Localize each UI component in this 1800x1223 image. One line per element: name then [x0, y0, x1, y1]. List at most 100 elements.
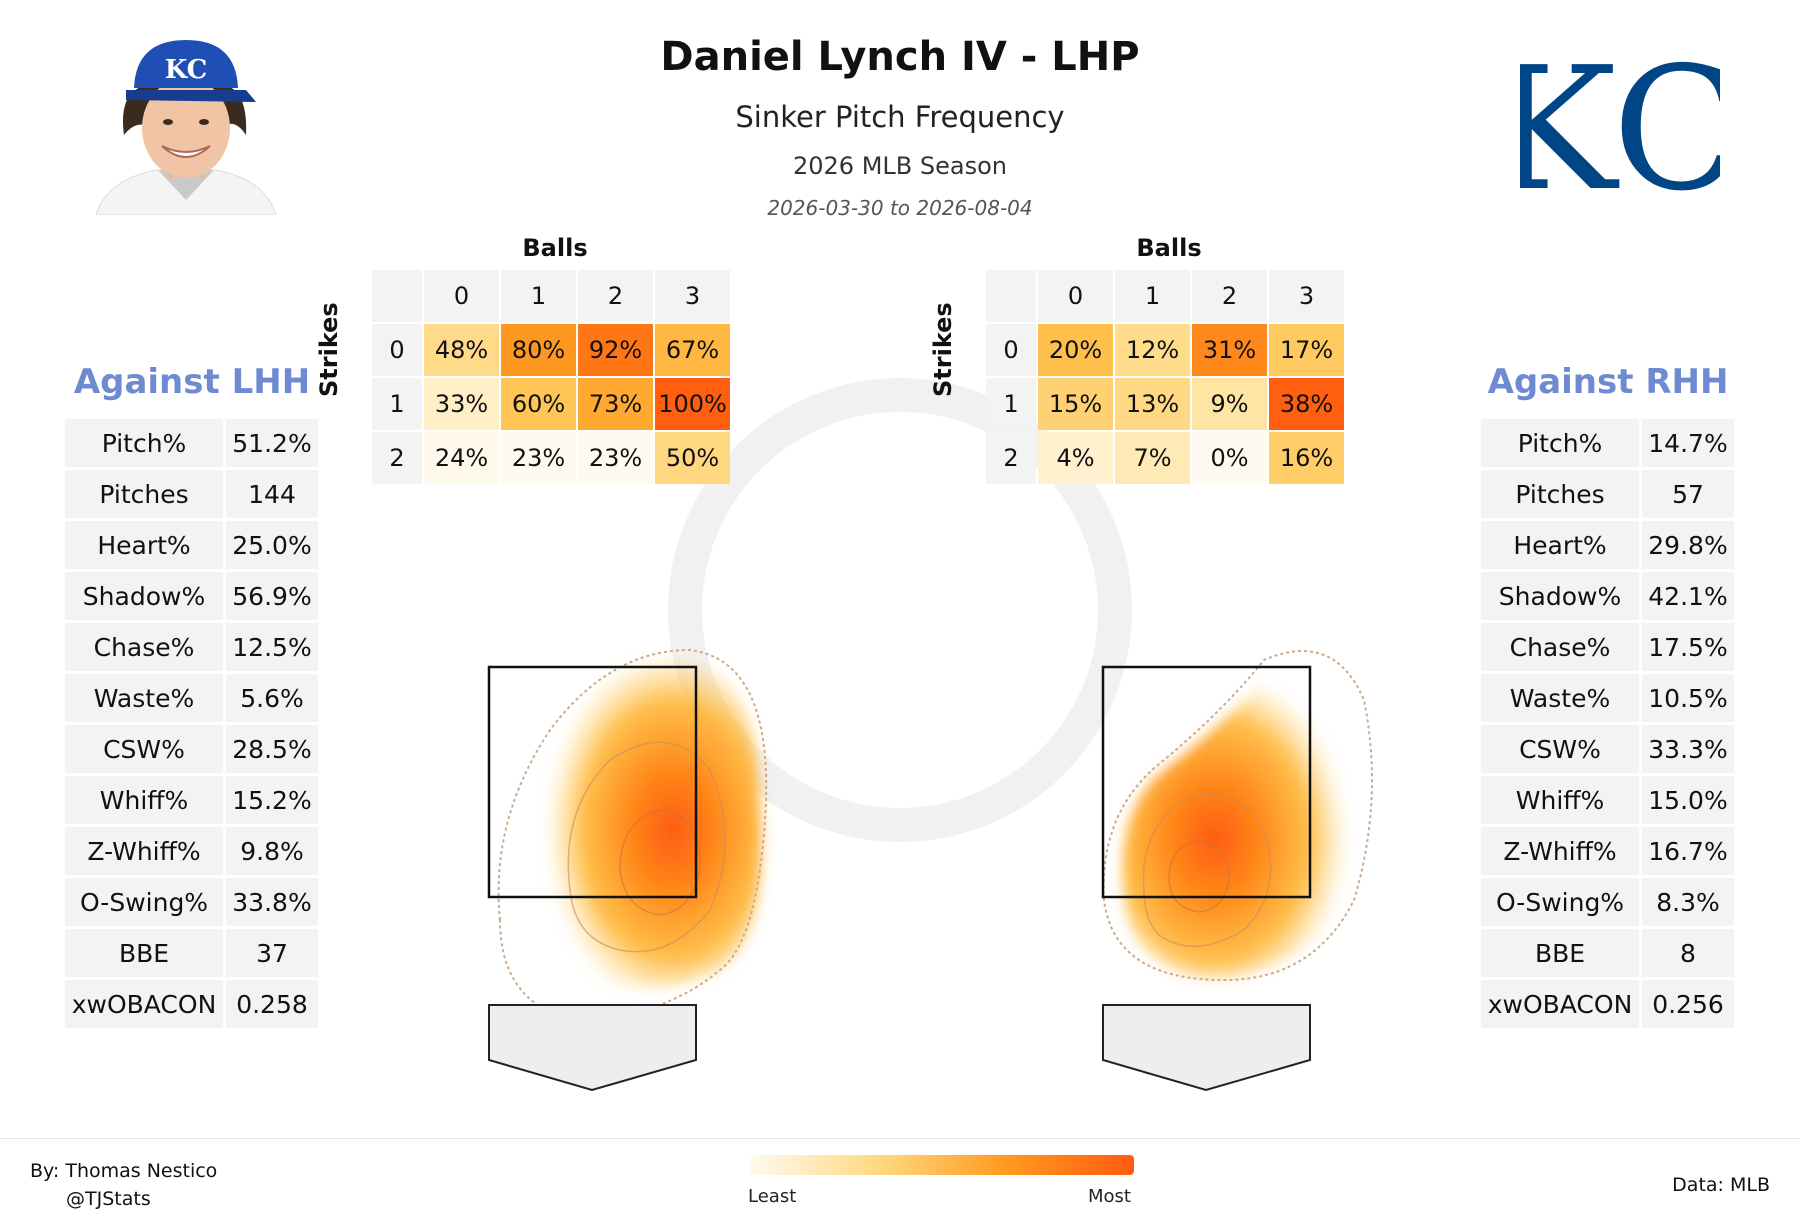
stat-row: Waste% 10.5%: [1481, 674, 1734, 722]
count-cell: 24%: [424, 432, 499, 484]
count-cell: 67%: [655, 324, 730, 376]
density-blob-left: [528, 658, 762, 988]
count-cell: 20%: [1038, 324, 1113, 376]
right-panel-label: Against RHH: [1487, 362, 1729, 402]
strike-zone-left: [487, 665, 698, 899]
stat-key: Chase%: [1481, 623, 1639, 671]
colorbar-least-label: Least: [748, 1186, 797, 1207]
stat-value: 28.5%: [226, 725, 318, 773]
count-cell: 16%: [1269, 432, 1344, 484]
stat-value: 17.5%: [1642, 623, 1734, 671]
balls-tick: 0: [1038, 270, 1113, 322]
stat-row: Chase% 17.5%: [1481, 623, 1734, 671]
stat-value: 29.8%: [1642, 521, 1734, 569]
page-title: Daniel Lynch IV - LHP: [660, 34, 1140, 80]
stat-key: O-Swing%: [65, 878, 223, 926]
stat-key: Pitches: [1481, 470, 1639, 518]
stat-key: CSW%: [65, 725, 223, 773]
stat-key: Chase%: [65, 623, 223, 671]
credit-handle: @TJStats: [66, 1188, 151, 1210]
left-stats-table: Pitch% 51.2% Pitches 144 Heart% 25.0% Shadow% 5…: [62, 416, 321, 1031]
strikes-label-left: Strikes: [315, 302, 343, 397]
strikes-tick: 1: [986, 378, 1036, 430]
count-cell: 0%: [1192, 432, 1267, 484]
count-cell: 17%: [1269, 324, 1344, 376]
strikes-tick: 0: [372, 324, 422, 376]
grid-row: 0 48% 80% 92% 67%: [372, 324, 730, 376]
stat-row: Whiff% 15.0%: [1481, 776, 1734, 824]
stat-key: Shadow%: [1481, 572, 1639, 620]
stat-value: 25.0%: [226, 521, 318, 569]
count-cell: 38%: [1269, 378, 1344, 430]
home-plate-right: [1102, 1004, 1311, 1092]
player-headshot-icon: KC: [96, 40, 276, 215]
data-source: Data: MLB: [1672, 1174, 1770, 1196]
stat-row: BBE 8: [1481, 929, 1734, 977]
team-logo-icon: KC: [1520, 31, 1720, 220]
balls-tick: 3: [655, 270, 730, 322]
density-contour-right-inner: [1168, 839, 1230, 913]
stat-value: 15.2%: [226, 776, 318, 824]
svg-text:KC: KC: [165, 55, 208, 85]
stat-row: Shadow% 42.1%: [1481, 572, 1734, 620]
balls-tick: 1: [501, 270, 576, 322]
strike-zone-right: [1101, 665, 1312, 899]
count-grid-left: 0 1 2 3 0 48% 80% 92% 67% 1 33% 60% 73% 100% 2 24% 23% 23…: [370, 268, 732, 486]
density-contour-left-mid: [567, 741, 726, 953]
stat-value: 14.7%: [1642, 419, 1734, 467]
balls-tick: 2: [578, 270, 653, 322]
count-cell: 7%: [1115, 432, 1190, 484]
stat-key: Pitches: [65, 470, 223, 518]
grid-corner: [986, 270, 1036, 322]
stat-value: 10.5%: [1642, 674, 1734, 722]
stat-value: 8.3%: [1642, 878, 1734, 926]
strikes-tick: 0: [986, 324, 1036, 376]
density-contour-right-outer: [1102, 650, 1373, 982]
stat-row: Pitch% 14.7%: [1481, 419, 1734, 467]
count-cell: 73%: [578, 378, 653, 430]
stat-value: 0.258: [226, 980, 318, 1028]
stat-row: xwOBACON 0.256: [1481, 980, 1734, 1028]
balls-tick: 2: [1192, 270, 1267, 322]
stat-value: 37: [226, 929, 318, 977]
grid-corner: [372, 270, 422, 322]
count-cell: 100%: [655, 378, 730, 430]
location-density-right: [1101, 650, 1373, 1092]
stat-value: 8: [1642, 929, 1734, 977]
stat-key: Pitch%: [65, 419, 223, 467]
stat-value: 51.2%: [226, 419, 318, 467]
stat-row: Shadow% 56.9%: [65, 572, 318, 620]
watermark-icon: [668, 378, 1132, 842]
count-cell: 4%: [1038, 432, 1113, 484]
stat-key: BBE: [65, 929, 223, 977]
count-cell: 92%: [578, 324, 653, 376]
stat-key: xwOBACON: [65, 980, 223, 1028]
count-cell: 15%: [1038, 378, 1113, 430]
logo-text: KC: [1520, 31, 1720, 220]
left-panel-label: Against LHH: [73, 362, 311, 402]
stat-row: Whiff% 15.2%: [65, 776, 318, 824]
balls-label-left: Balls: [522, 234, 588, 262]
stat-row: O-Swing% 8.3%: [1481, 878, 1734, 926]
count-cell: 80%: [501, 324, 576, 376]
stat-key: Shadow%: [65, 572, 223, 620]
right-stats-table: Pitch% 14.7% Pitches 57 Heart% 29.8% Shadow% 42…: [1478, 416, 1737, 1031]
count-cell: 23%: [501, 432, 576, 484]
balls-tick: 0: [424, 270, 499, 322]
balls-tick: 1: [1115, 270, 1190, 322]
stat-row: Z-Whiff% 9.8%: [65, 827, 318, 875]
stat-key: Whiff%: [1481, 776, 1639, 824]
stat-row: CSW% 33.3%: [1481, 725, 1734, 773]
count-cell: 23%: [578, 432, 653, 484]
density-blob-right: [1122, 668, 1366, 978]
stat-row: Chase% 12.5%: [65, 623, 318, 671]
count-cell: 13%: [1115, 378, 1190, 430]
grid-row: 2 4% 7% 0% 16%: [986, 432, 1344, 484]
stat-row: CSW% 28.5%: [65, 725, 318, 773]
stat-key: CSW%: [1481, 725, 1639, 773]
stat-value: 42.1%: [1642, 572, 1734, 620]
stat-row: Waste% 5.6%: [65, 674, 318, 722]
stat-key: Z-Whiff%: [65, 827, 223, 875]
location-density-left: [487, 648, 768, 1092]
